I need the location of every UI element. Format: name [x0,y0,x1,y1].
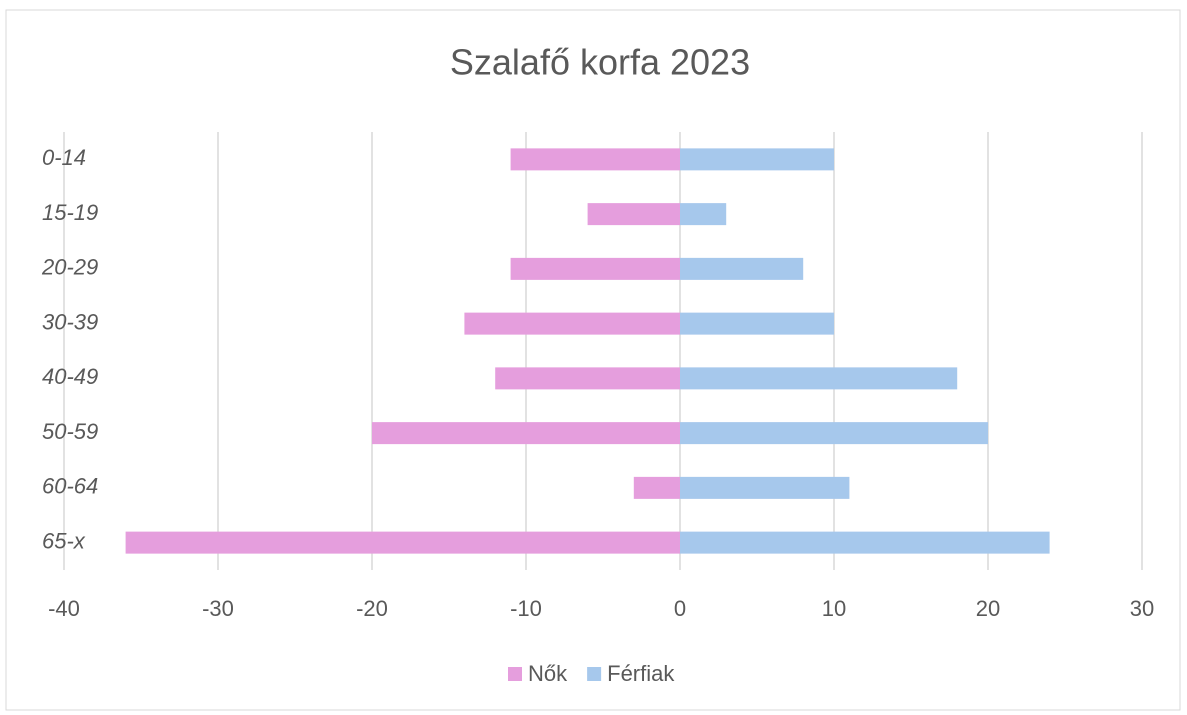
bar [680,257,804,280]
x-tick-label: 20 [976,596,1000,621]
bar [464,312,680,335]
bar [680,476,850,499]
bar [680,203,727,226]
legend-swatch [587,667,602,681]
bar [510,257,680,280]
x-tick-label: -30 [202,596,234,621]
bar [495,367,680,390]
y-tick-label: 60-64 [42,474,98,499]
x-tick-label: -40 [48,596,80,621]
x-tick-label: 10 [822,596,846,621]
bar [680,531,1050,554]
y-tick-label: 40-49 [42,364,98,389]
chart-border [5,9,1181,711]
y-tick-label: 20-29 [41,255,98,280]
y-tick-label: 65-x [42,528,86,553]
bar [680,422,988,445]
bar [680,148,834,171]
y-tick-label: 50-59 [42,419,98,444]
y-tick-label: 0-14 [42,145,86,170]
x-tick-label: -20 [356,596,388,621]
legend-label: Férfiak [607,661,675,686]
y-tick-label: 15-19 [42,200,98,225]
bar [510,148,680,171]
x-tick-label: 30 [1130,596,1154,621]
bar [587,203,680,226]
bar [633,476,680,499]
legend-label: Nők [528,661,568,686]
bar [680,367,958,390]
chart-title: Szalafő korfa 2023 [450,42,750,83]
bar [680,312,834,335]
bar [372,422,680,445]
legend-swatch [508,667,522,681]
y-tick-label: 30-39 [42,309,98,334]
bar [125,531,681,554]
x-tick-label: -10 [510,596,542,621]
x-tick-label: 0 [674,596,686,621]
